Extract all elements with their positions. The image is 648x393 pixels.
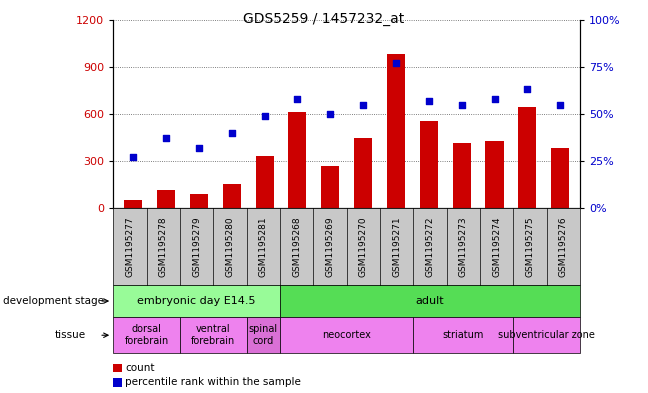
Text: spinal
cord: spinal cord	[249, 325, 278, 346]
Text: ventral
forebrain: ventral forebrain	[191, 325, 235, 346]
Text: subventricular zone: subventricular zone	[498, 330, 595, 340]
Point	[161, 135, 171, 141]
Bar	[551, 148, 570, 208]
Bar	[255, 156, 273, 208]
Bar	[387, 54, 405, 208]
Text: percentile rank within the sample: percentile rank within the sample	[125, 377, 301, 387]
Text: count: count	[125, 363, 155, 373]
Text: GSM1195276: GSM1195276	[559, 216, 568, 277]
Bar	[354, 138, 372, 208]
Point	[522, 86, 533, 93]
Bar	[190, 194, 208, 208]
Text: GSM1195268: GSM1195268	[292, 216, 301, 277]
Text: GSM1195273: GSM1195273	[459, 216, 468, 277]
Point	[391, 60, 401, 66]
Bar	[485, 141, 503, 208]
Text: GSM1195277: GSM1195277	[126, 216, 135, 277]
Point	[456, 101, 467, 108]
Text: GSM1195274: GSM1195274	[492, 217, 501, 277]
Text: adult: adult	[415, 296, 445, 306]
Text: development stage: development stage	[3, 296, 104, 306]
Bar	[518, 107, 537, 208]
Text: embryonic day E14.5: embryonic day E14.5	[137, 296, 256, 306]
Bar	[124, 200, 142, 208]
Text: GSM1195280: GSM1195280	[226, 216, 235, 277]
Point	[259, 113, 270, 119]
Bar	[288, 112, 307, 208]
Bar	[223, 184, 240, 208]
Point	[358, 101, 368, 108]
Text: striatum: striatum	[443, 330, 484, 340]
Text: GSM1195275: GSM1195275	[526, 216, 535, 277]
Text: tissue: tissue	[55, 330, 86, 340]
Point	[194, 145, 204, 151]
Point	[424, 97, 434, 104]
Text: GSM1195278: GSM1195278	[159, 216, 168, 277]
Point	[227, 130, 237, 136]
Point	[489, 96, 500, 102]
Point	[128, 154, 138, 160]
Text: GSM1195281: GSM1195281	[259, 216, 268, 277]
Point	[555, 101, 566, 108]
Text: GSM1195269: GSM1195269	[325, 216, 334, 277]
Text: dorsal
forebrain: dorsal forebrain	[124, 325, 169, 346]
Text: GSM1195270: GSM1195270	[359, 216, 368, 277]
Point	[292, 96, 303, 102]
Text: GDS5259 / 1457232_at: GDS5259 / 1457232_at	[244, 12, 404, 26]
Bar	[321, 166, 340, 208]
Text: GSM1195271: GSM1195271	[392, 216, 401, 277]
Bar	[157, 190, 175, 208]
Text: GSM1195272: GSM1195272	[426, 217, 435, 277]
Bar	[453, 143, 470, 208]
Text: neocortex: neocortex	[322, 330, 371, 340]
Text: GSM1195279: GSM1195279	[192, 216, 202, 277]
Point	[325, 111, 336, 117]
Bar	[420, 121, 438, 208]
